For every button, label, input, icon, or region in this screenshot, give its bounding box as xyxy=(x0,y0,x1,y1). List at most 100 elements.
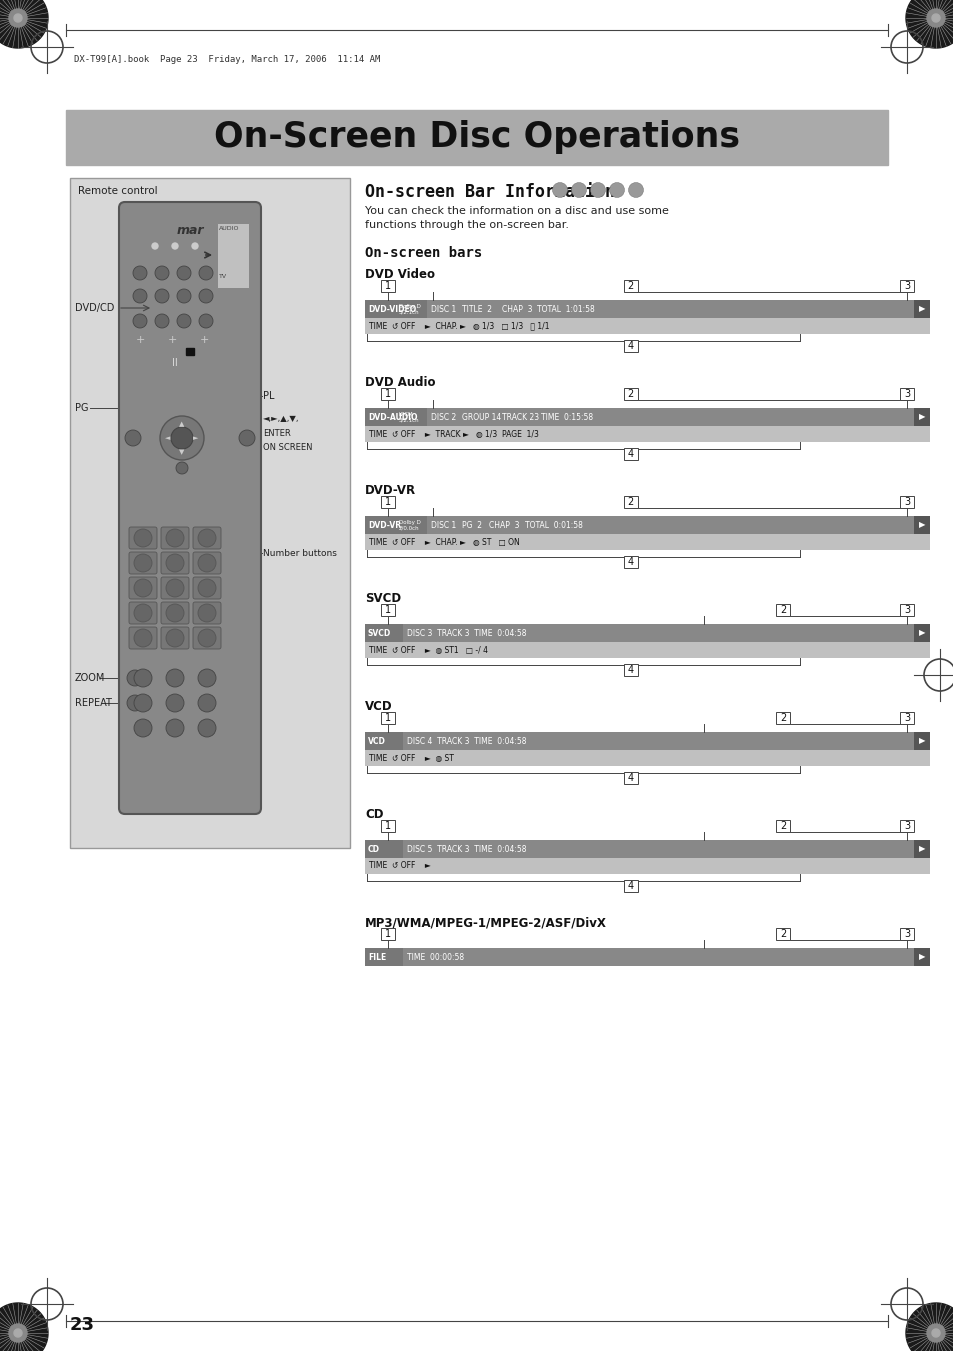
Text: DISC 3  TRACK 3  TIME  0:04:58: DISC 3 TRACK 3 TIME 0:04:58 xyxy=(407,628,526,638)
FancyBboxPatch shape xyxy=(129,553,157,574)
Text: DISC 1: DISC 1 xyxy=(431,304,456,313)
Polygon shape xyxy=(905,0,953,49)
Text: TIME  ↺ OFF    ►: TIME ↺ OFF ► xyxy=(369,862,431,870)
Text: 4: 4 xyxy=(627,340,633,351)
Text: 3: 3 xyxy=(903,929,909,939)
Circle shape xyxy=(628,182,643,197)
Circle shape xyxy=(125,430,141,446)
Text: 4: 4 xyxy=(627,557,633,567)
Bar xyxy=(365,732,929,750)
FancyBboxPatch shape xyxy=(193,627,221,648)
Circle shape xyxy=(198,604,215,621)
Text: TIME  ↺ OFF    ►  ◍ ST1   □ -/ 4: TIME ↺ OFF ► ◍ ST1 □ -/ 4 xyxy=(369,646,488,654)
Text: ▲: ▲ xyxy=(179,422,185,427)
Text: ENTER: ENTER xyxy=(263,428,291,438)
Text: PG: PG xyxy=(75,403,89,413)
FancyBboxPatch shape xyxy=(161,603,189,624)
Text: TIME  ↺ OFF    ►  ◍ ST: TIME ↺ OFF ► ◍ ST xyxy=(369,754,454,762)
Polygon shape xyxy=(0,1302,48,1351)
Circle shape xyxy=(172,243,178,249)
Text: 4: 4 xyxy=(627,881,633,892)
Bar xyxy=(900,712,913,724)
Polygon shape xyxy=(905,1302,953,1351)
Bar xyxy=(900,928,913,940)
Bar xyxy=(913,948,929,966)
Circle shape xyxy=(198,694,215,712)
Bar xyxy=(66,109,887,165)
Polygon shape xyxy=(14,14,22,22)
Bar xyxy=(623,557,637,567)
Text: TIME  ↺ OFF    ►  CHAP. ►   ◍ 1/3   □ 1/3   ⎙ 1/1: TIME ↺ OFF ► CHAP. ► ◍ 1/3 □ 1/3 ⎙ 1/1 xyxy=(369,322,549,331)
Circle shape xyxy=(239,430,254,446)
Text: 3: 3 xyxy=(903,713,909,723)
FancyBboxPatch shape xyxy=(129,527,157,549)
Text: 1: 1 xyxy=(384,821,390,831)
Bar xyxy=(365,750,929,766)
Bar xyxy=(380,496,395,508)
Bar xyxy=(380,604,395,616)
Circle shape xyxy=(166,604,184,621)
Circle shape xyxy=(198,530,215,547)
FancyBboxPatch shape xyxy=(161,627,189,648)
Text: CD: CD xyxy=(368,844,379,854)
Circle shape xyxy=(177,313,191,328)
Text: 3: 3 xyxy=(903,497,909,507)
Bar xyxy=(623,340,637,353)
Bar xyxy=(365,624,402,642)
Text: LPCM
3/2.1ch: LPCM 3/2.1ch xyxy=(398,412,419,423)
Text: ▶: ▶ xyxy=(918,412,924,422)
Polygon shape xyxy=(931,14,939,22)
Text: On-screen Bar Information: On-screen Bar Information xyxy=(365,182,615,201)
Text: CHAP  3: CHAP 3 xyxy=(489,520,519,530)
Bar xyxy=(776,604,789,616)
Text: VCD: VCD xyxy=(365,700,393,713)
FancyBboxPatch shape xyxy=(129,577,157,598)
Text: SVCD: SVCD xyxy=(368,628,391,638)
Circle shape xyxy=(133,580,152,597)
Bar xyxy=(380,388,395,400)
Text: DVD-AUDIO: DVD-AUDIO xyxy=(368,412,417,422)
Text: 2: 2 xyxy=(780,821,785,831)
Circle shape xyxy=(175,462,188,474)
Bar xyxy=(216,223,249,288)
Text: FILE: FILE xyxy=(368,952,386,962)
Circle shape xyxy=(133,719,152,738)
Text: DVD Audio: DVD Audio xyxy=(365,376,435,389)
Bar xyxy=(70,178,350,848)
Text: ▶: ▶ xyxy=(918,952,924,962)
Bar xyxy=(623,663,637,676)
Bar xyxy=(900,496,913,508)
Text: ▼: ▼ xyxy=(179,449,185,455)
Text: TIME  ↺ OFF    ►  CHAP. ►   ◍ ST   □ ON: TIME ↺ OFF ► CHAP. ► ◍ ST □ ON xyxy=(369,538,519,547)
Text: 3: 3 xyxy=(903,389,909,399)
Bar xyxy=(623,388,637,400)
FancyBboxPatch shape xyxy=(193,527,221,549)
Bar xyxy=(365,948,402,966)
Text: 2: 2 xyxy=(780,713,785,723)
Text: 23: 23 xyxy=(70,1316,95,1333)
Text: CD: CD xyxy=(365,808,383,821)
Circle shape xyxy=(154,313,169,328)
Text: 1: 1 xyxy=(384,497,390,507)
FancyBboxPatch shape xyxy=(161,527,189,549)
Bar xyxy=(186,349,193,355)
Bar xyxy=(380,280,395,292)
Text: REPEAT: REPEAT xyxy=(75,698,112,708)
Bar xyxy=(900,604,913,616)
Polygon shape xyxy=(14,1329,22,1337)
Text: VCD: VCD xyxy=(368,736,385,746)
Text: AUDIO: AUDIO xyxy=(219,226,239,231)
Bar xyxy=(380,928,395,940)
Circle shape xyxy=(133,669,152,688)
Text: ▶: ▶ xyxy=(918,628,924,638)
Circle shape xyxy=(132,266,147,280)
Bar xyxy=(365,408,929,426)
Text: MP3/WMA/MPEG-1/MPEG-2/ASF/DivX: MP3/WMA/MPEG-1/MPEG-2/ASF/DivX xyxy=(365,916,606,929)
Bar xyxy=(623,280,637,292)
Bar xyxy=(365,408,427,426)
Text: DVD-VR: DVD-VR xyxy=(365,484,416,497)
Text: TOTAL  0:01:58: TOTAL 0:01:58 xyxy=(524,520,582,530)
Text: DVD/CD: DVD/CD xyxy=(75,303,114,313)
Bar xyxy=(776,712,789,724)
Text: TIME  0:15:58: TIME 0:15:58 xyxy=(541,412,593,422)
